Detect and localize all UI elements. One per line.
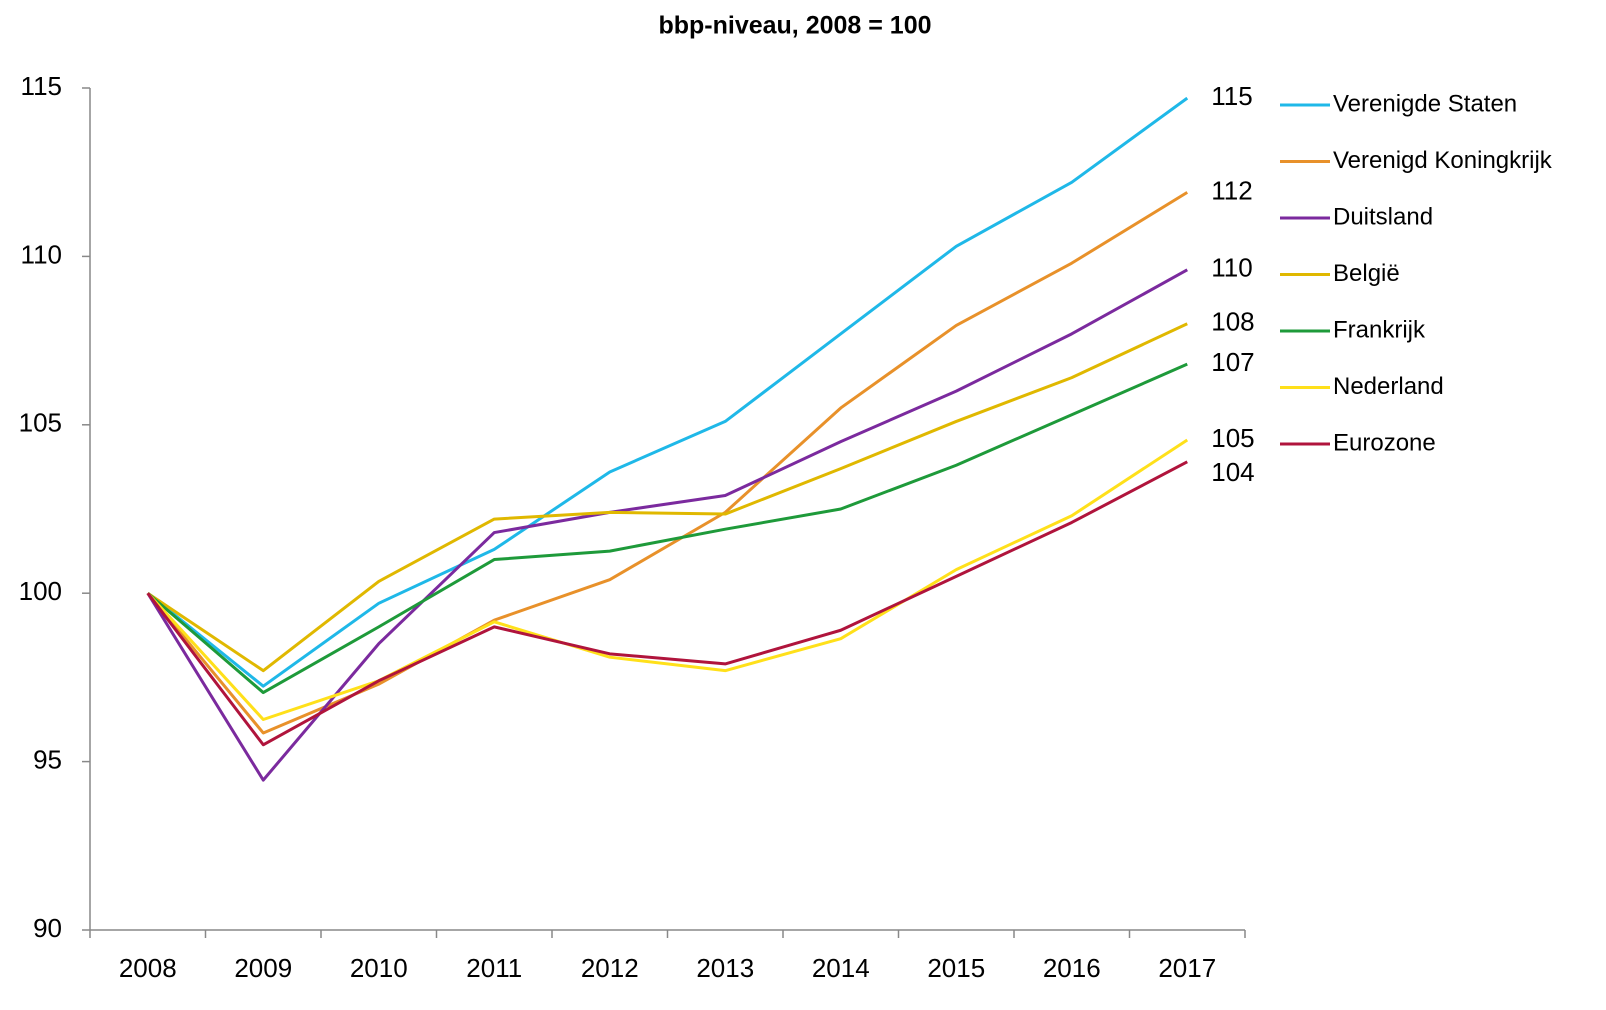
y-tick-label: 105 <box>19 408 62 438</box>
x-tick-label: 2010 <box>350 953 408 983</box>
legend-label: Verenigd Koningkrijk <box>1333 147 1553 174</box>
x-tick-label: 2014 <box>812 953 870 983</box>
x-tick-label: 2015 <box>927 953 985 983</box>
value-label: 105 <box>1211 423 1254 453</box>
value-label: 112 <box>1211 175 1252 205</box>
value-label: 108 <box>1211 307 1254 337</box>
series-line <box>146 268 1188 782</box>
x-tick-label: 2013 <box>696 953 754 983</box>
chart-title: bbp-niveau, 2008 = 100 <box>658 12 931 40</box>
y-tick-label: 100 <box>19 576 62 606</box>
y-tick-label: 90 <box>33 913 62 943</box>
y-tick-label: 95 <box>33 744 62 774</box>
series-line <box>146 362 1188 695</box>
value-label: 110 <box>1211 253 1252 283</box>
y-tick-label: 110 <box>21 239 62 269</box>
legend-label: Eurozone <box>1333 429 1436 456</box>
series-line <box>146 460 1188 747</box>
value-label: 115 <box>1211 81 1252 111</box>
legend-label: Nederland <box>1333 373 1444 400</box>
x-tick-label: 2011 <box>466 953 522 983</box>
legend-label: België <box>1333 260 1400 287</box>
series-line <box>146 322 1188 673</box>
value-label: 104 <box>1211 457 1254 487</box>
series-line <box>146 191 1189 735</box>
x-tick-label: 2009 <box>234 953 292 983</box>
series-line <box>146 438 1189 721</box>
x-tick-label: 2016 <box>1043 953 1101 983</box>
legend-label: Duitsland <box>1333 203 1433 230</box>
legend-label: Verenigde Staten <box>1333 90 1517 117</box>
value-label: 107 <box>1211 347 1254 377</box>
legend-label: Frankrijk <box>1333 316 1426 343</box>
x-tick-label: 2008 <box>119 953 177 983</box>
x-tick-label: 2017 <box>1158 953 1216 983</box>
x-tick-label: 2012 <box>581 953 639 983</box>
y-tick-label: 115 <box>21 71 62 101</box>
series-line <box>146 96 1189 688</box>
